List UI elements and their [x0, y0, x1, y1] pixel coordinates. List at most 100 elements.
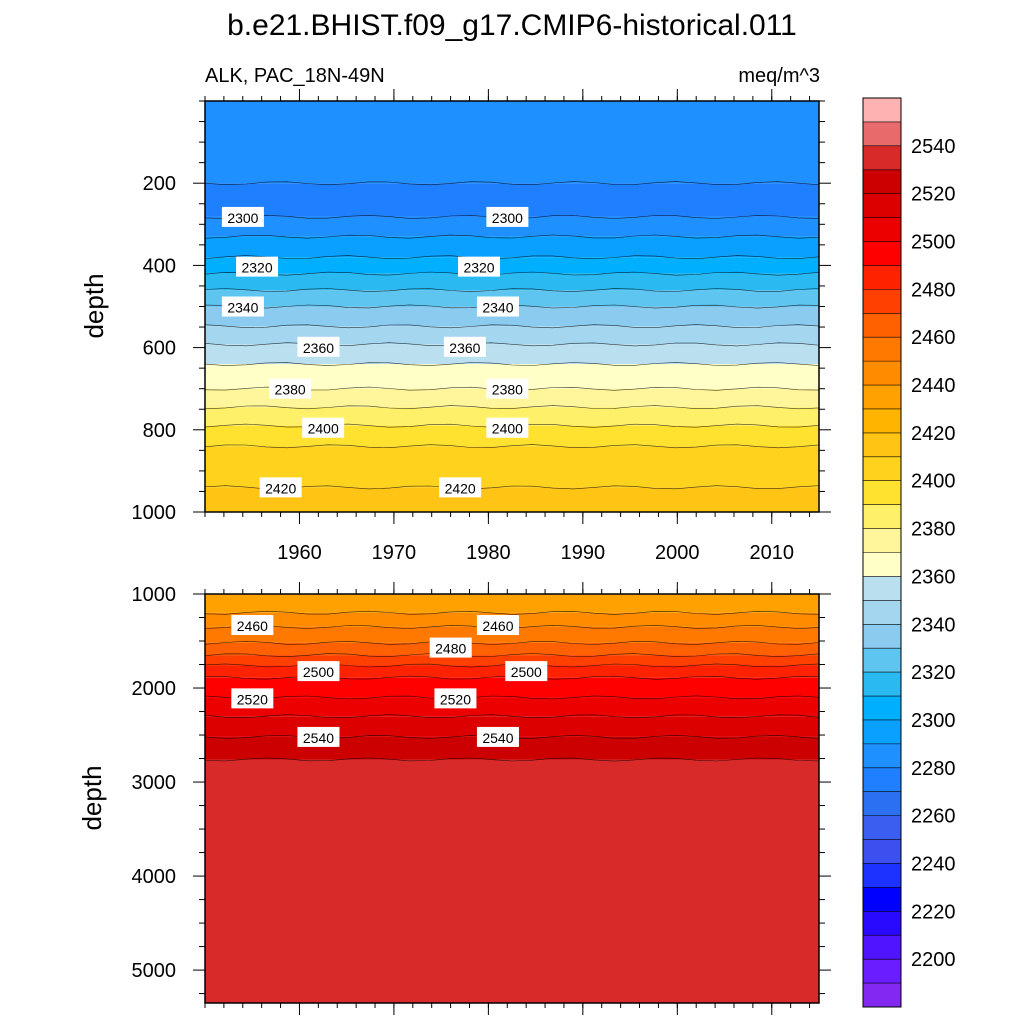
colorbar-label: 2300 — [911, 710, 956, 732]
contour-label: 2300 — [486, 206, 529, 227]
colorbar-swatch — [863, 313, 901, 338]
contour-label: 2360 — [297, 336, 340, 357]
contour-band — [205, 655, 819, 666]
colorbar-swatch — [863, 193, 901, 218]
contour-line — [204, 485, 820, 490]
contour-label-text: 2400 — [308, 421, 339, 437]
contour-band — [205, 716, 819, 737]
contour-line — [204, 362, 820, 366]
colorbar-label: 2260 — [911, 806, 956, 828]
contour-band — [205, 594, 819, 613]
colorbar-label: 2240 — [911, 853, 956, 875]
contour-label-text: 2320 — [463, 260, 494, 276]
contour-label: 2540 — [297, 726, 340, 747]
colorbar-swatch — [863, 265, 901, 290]
contour-label: 2460 — [231, 615, 274, 636]
contour-label: 2380 — [486, 378, 529, 399]
contour-label-text: 2420 — [265, 480, 296, 496]
colorbar-swatch — [863, 169, 901, 194]
contour-label-text: 2340 — [482, 300, 513, 316]
colorbar-swatch — [863, 719, 901, 745]
contour-label-text: 2460 — [482, 618, 513, 634]
contour-line — [204, 324, 820, 329]
colorbar-swatch — [863, 408, 901, 434]
contour-band — [205, 273, 819, 291]
colorbar-label: 2280 — [911, 758, 956, 780]
colorbar-label: 2500 — [911, 232, 956, 254]
contour-band — [205, 446, 819, 488]
colorbar-swatch — [863, 337, 901, 362]
contour-line — [204, 757, 820, 762]
contour-line — [204, 288, 820, 293]
contour-band — [205, 759, 819, 1003]
contour-label: 2320 — [236, 256, 279, 277]
contour-label-text: 2360 — [303, 340, 334, 356]
contour-band — [205, 326, 819, 345]
contour-label: 2380 — [269, 378, 312, 399]
contour-label: 2300 — [221, 206, 264, 227]
colorbar-label: 2220 — [911, 901, 956, 923]
contour-band — [205, 642, 819, 656]
contour-label-text: 2420 — [445, 480, 476, 496]
colorbar-swatch — [863, 743, 901, 769]
contour-label: 2360 — [443, 336, 486, 357]
colorbar-swatch — [863, 385, 901, 410]
contour-label: 2340 — [221, 296, 264, 317]
colorbar-label: 2420 — [911, 423, 956, 445]
colorbar-swatch — [863, 241, 901, 266]
contour-label-text: 2540 — [482, 730, 513, 746]
colorbar-swatch — [863, 432, 901, 458]
contour-band — [205, 697, 819, 717]
contour-band — [205, 487, 819, 512]
chart-title: b.e21.BHIST.f09_g17.CMIP6-historical.011 — [227, 9, 797, 42]
y-tick-label: 1000 — [132, 584, 177, 606]
colorbar-label: 2440 — [911, 375, 956, 397]
contour-line — [204, 405, 820, 410]
contour-label: 2480 — [429, 637, 472, 658]
colorbar-label: 2400 — [911, 471, 956, 493]
contour-label-text: 2300 — [227, 210, 258, 226]
contour-band — [205, 677, 819, 698]
colorbar-swatch — [863, 217, 901, 242]
colorbar-label: 2520 — [911, 184, 956, 206]
contour-label-text: 2300 — [492, 210, 523, 226]
colorbar-swatch — [863, 504, 901, 529]
contour-label-text: 2480 — [435, 641, 466, 657]
y-tick-label: 1000 — [132, 502, 177, 524]
contour-line — [204, 714, 820, 719]
colorbar-label: 2320 — [911, 662, 956, 684]
upper-panel: 2300 2300 2320 2320 2340 2340 2360 2360 2380 2380… — [79, 89, 831, 564]
variable-region-label: ALK, PAC_18N-49N — [205, 65, 385, 87]
colorbar-swatch — [863, 767, 901, 793]
contour-band — [205, 236, 819, 258]
contour-label: 2520 — [231, 688, 274, 709]
contour-line — [204, 695, 820, 700]
contour-line — [204, 181, 820, 186]
x-tick-label: 2010 — [750, 542, 795, 564]
contour-line — [204, 234, 820, 239]
contour-label: 2420 — [439, 477, 482, 498]
contour-label-text: 2520 — [440, 691, 471, 707]
contour-label-text: 2400 — [492, 421, 523, 437]
y-tick-label: 800 — [143, 420, 176, 442]
colorbar-swatch — [863, 648, 901, 673]
contour-band — [205, 344, 819, 365]
colorbar-swatch — [863, 959, 901, 984]
contour-line — [204, 640, 820, 645]
colorbar-label: 2340 — [911, 614, 956, 636]
y-tick-label: 600 — [143, 338, 176, 360]
y-tick-label: 5000 — [132, 960, 177, 982]
contour-label-text: 2380 — [492, 382, 523, 398]
contour-line — [204, 255, 820, 260]
colorbar-swatch — [863, 887, 901, 912]
contour-label-text: 2340 — [227, 300, 258, 316]
contour-label: 2500 — [505, 661, 548, 682]
contour-label: 2500 — [297, 661, 340, 682]
colorbar-label: 2460 — [911, 327, 956, 349]
contour-label-text: 2520 — [237, 691, 268, 707]
colorbar-swatch — [863, 121, 901, 147]
colorbar-frame — [862, 97, 902, 1008]
contour-label-text: 2380 — [275, 382, 306, 398]
lower-y-axis-label: depth — [77, 765, 107, 830]
contour-label-text: 2540 — [303, 730, 334, 746]
